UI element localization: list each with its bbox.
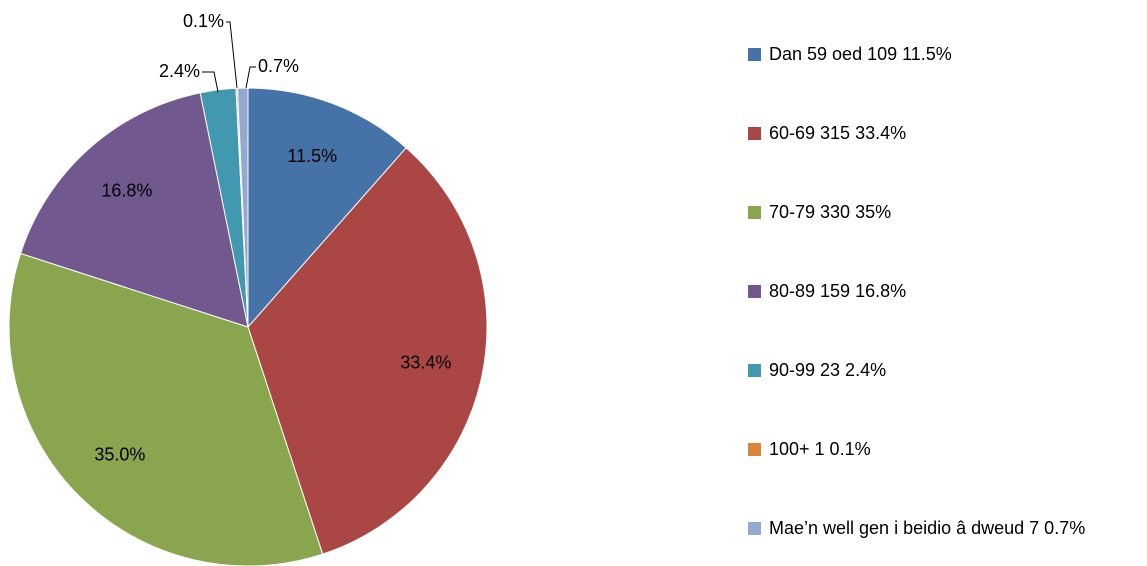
legend-label: 80-89 159 16.8%	[769, 281, 907, 301]
legend-label: 70-79 330 35%	[769, 202, 892, 222]
pie-slice	[19, 92, 249, 328]
slice-label: 0.1%	[183, 11, 224, 31]
legend-swatch	[748, 522, 761, 535]
slice-label: 0.7%	[258, 56, 299, 76]
legend-item: Mae’n well gen i beidio â dweud 7 0.7%	[748, 516, 1139, 540]
legend-label: Mae’n well gen i beidio â dweud 7 0.7%	[769, 518, 1086, 538]
slice-label: 35.0%	[94, 444, 145, 464]
legend-swatch	[748, 285, 761, 298]
legend-item: 70-79 330 35%	[748, 200, 1139, 224]
legend-swatch	[748, 48, 761, 61]
legend-swatch	[748, 206, 761, 219]
legend-item: 80-89 159 16.8%	[748, 279, 1139, 303]
leader-line	[226, 21, 238, 89]
legend-label: 60-69 315 33.4%	[769, 123, 907, 143]
pie-area: 11.5% 33.4% 35.0% 16.8% 2.4% 0.1% 0.7%	[8, 11, 488, 566]
legend-item: 60-69 315 33.4%	[748, 121, 1139, 145]
slice-label: 33.4%	[400, 352, 451, 372]
legend-item: Dan 59 oed 109 11.5%	[748, 42, 1139, 66]
leader-line	[245, 66, 256, 89]
legend-swatch	[748, 443, 761, 456]
legend-label: 100+ 1 0.1%	[769, 439, 871, 459]
pie-slice	[236, 87, 249, 328]
legend-item: 90-99 23 2.4%	[748, 358, 1139, 382]
legend-label: 90-99 23 2.4%	[769, 360, 887, 380]
slice-label: 16.8%	[101, 180, 152, 200]
legend-swatch	[748, 127, 761, 140]
slice-label: 11.5%	[287, 146, 337, 166]
leader-line	[202, 71, 219, 93]
slice-label: 2.4%	[159, 61, 200, 81]
legend-swatch	[748, 364, 761, 377]
legend-item: 100+ 1 0.1%	[748, 437, 1139, 461]
pie-slice	[247, 147, 488, 555]
legend-label: Dan 59 oed 109 11.5%	[769, 44, 952, 64]
pie-slice	[247, 87, 407, 329]
